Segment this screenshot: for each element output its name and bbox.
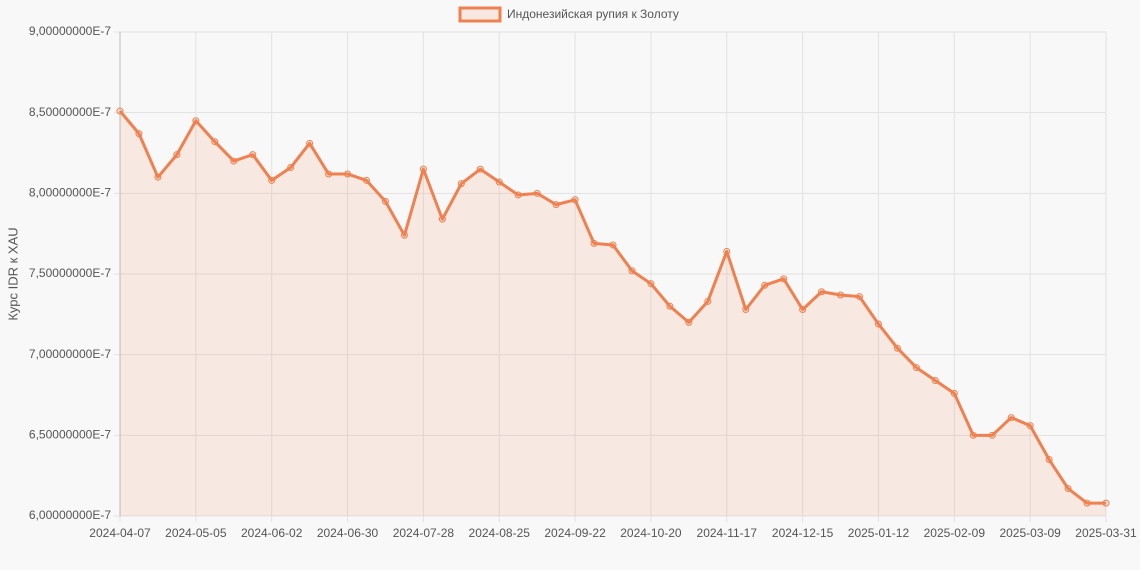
y-tick-label: 7,00000000E-7 (29, 347, 111, 361)
point (533, 189, 541, 197)
x-tick-label: 2024-05-05 (165, 526, 227, 540)
point (325, 170, 333, 178)
point (780, 275, 788, 283)
y-tick-label: 8,00000000E-7 (29, 186, 111, 200)
point (742, 305, 750, 313)
point (306, 139, 314, 147)
point (647, 280, 655, 288)
x-tick-label: 2025-01-12 (848, 526, 910, 540)
point (363, 176, 370, 184)
point (761, 281, 769, 289)
y-tick-label: 6,50000000E-7 (29, 428, 111, 442)
point (799, 305, 807, 313)
point (723, 247, 731, 255)
point (818, 288, 826, 296)
point (495, 178, 503, 186)
point (590, 239, 598, 247)
point (931, 376, 939, 384)
point (1026, 422, 1034, 430)
point (173, 151, 181, 159)
point (1064, 485, 1072, 493)
y-tick-label: 7,50000000E-7 (29, 266, 111, 280)
x-tick-label: 2024-07-28 (393, 526, 455, 540)
point (381, 197, 389, 205)
point (988, 431, 996, 439)
point (249, 151, 257, 159)
point (116, 107, 124, 115)
x-tick-label: 2024-08-25 (469, 526, 531, 540)
legend-swatch (458, 6, 502, 23)
x-tick-label: 2024-09-22 (544, 526, 606, 540)
point (135, 130, 143, 138)
x-tick-label: 2024-10-20 (620, 526, 682, 540)
point (192, 117, 200, 125)
x-tick-label: 2024-06-30 (317, 526, 379, 540)
point (874, 320, 882, 328)
point (419, 165, 427, 173)
point (268, 176, 276, 184)
point (476, 165, 484, 173)
x-tick-label: 2024-11-17 (697, 526, 758, 540)
point (609, 241, 617, 249)
point (230, 157, 238, 165)
point (628, 267, 636, 275)
point (438, 215, 446, 223)
point (571, 196, 579, 204)
point (950, 389, 958, 397)
y-tick-label: 9,00000000E-7 (29, 24, 111, 38)
x-tick-label: 2024-06-02 (241, 526, 303, 540)
point (856, 293, 863, 301)
y-tick-label: 6,00000000E-7 (29, 508, 111, 522)
point (552, 201, 560, 209)
x-tick-label: 2025-03-31 (1075, 526, 1137, 540)
point (893, 344, 901, 352)
point (344, 170, 352, 178)
point (1007, 414, 1015, 422)
point (666, 302, 674, 310)
point (514, 191, 522, 199)
point (1045, 456, 1053, 464)
x-tick-label: 2025-02-09 (924, 526, 986, 540)
point (837, 291, 845, 299)
x-tick-label: 2024-04-07 (89, 526, 151, 540)
x-tick-label: 2024-12-15 (772, 526, 834, 540)
point (704, 297, 712, 305)
point (1083, 499, 1091, 507)
point (400, 231, 408, 239)
point (457, 180, 465, 188)
y-tick-label: 8,50000000E-7 (29, 105, 111, 119)
point (685, 318, 693, 326)
y-axis-title: Курс IDR к XAU (5, 227, 20, 320)
point (287, 164, 295, 172)
point (912, 364, 920, 372)
area (120, 111, 1106, 516)
point (211, 138, 219, 146)
point (1102, 499, 1110, 507)
point (154, 173, 162, 181)
legend-label: Индонезийская рупия к Золоту (507, 7, 679, 21)
x-tick-label: 2025-03-09 (999, 526, 1061, 540)
point (969, 431, 977, 439)
line (118, 110, 1106, 505)
